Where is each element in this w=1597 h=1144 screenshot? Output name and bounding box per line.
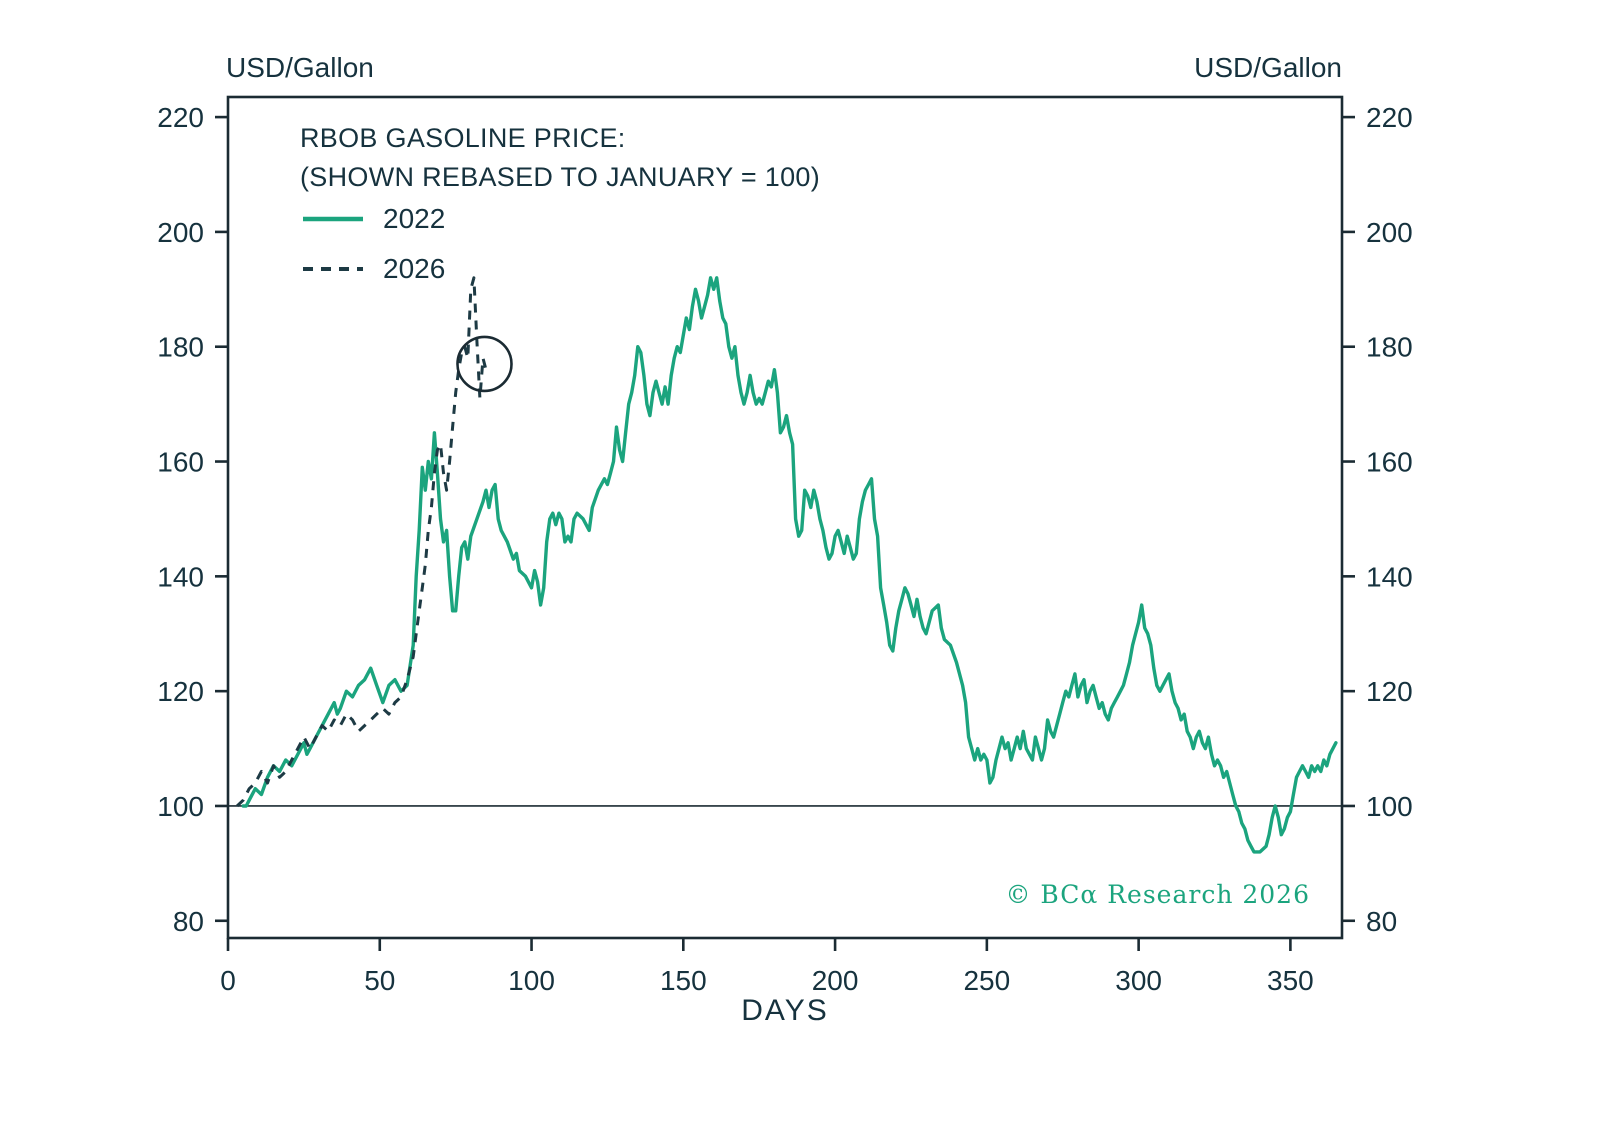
legend-line-dashed-icon	[303, 267, 363, 271]
y-tick-label-right: 100	[1366, 791, 1413, 822]
x-tick-label: 0	[220, 965, 236, 996]
y-tick-label-right: 160	[1366, 447, 1413, 478]
y-tick-label-left: 80	[173, 906, 204, 937]
x-tick-label: 100	[508, 965, 555, 996]
legend-item-2026: 2026	[303, 248, 445, 290]
plot-frame	[226, 95, 1344, 940]
legend-label-2022: 2022	[383, 203, 446, 234]
y-tick-label-left: 140	[157, 561, 204, 592]
annotation-circle	[456, 335, 513, 393]
y-axis-title-right: USD/Gallon	[1194, 52, 1342, 83]
y-axis-title-left: USD/Gallon	[226, 52, 374, 83]
chart-title-block: RBOB GASOLINE PRICE: (SHOWN REBASED TO J…	[300, 122, 820, 195]
chart-title: RBOB GASOLINE PRICE:	[300, 123, 626, 153]
series-line-2026	[236, 276, 488, 808]
y-tick-label-left: 220	[157, 102, 204, 133]
legend: 2022 2026	[303, 198, 445, 290]
copyright-text: © BCα Research 2026	[1005, 880, 1310, 909]
x-tick-label: 200	[812, 965, 859, 996]
x-tick-label: 300	[1115, 965, 1162, 996]
y-tick-label-right: 120	[1366, 676, 1413, 707]
x-tick-label: 50	[364, 965, 395, 996]
y-tick-label-left: 120	[157, 676, 204, 707]
x-tick-label: 150	[660, 965, 707, 996]
y-tick-label-left: 160	[157, 447, 204, 478]
legend-item-2022: 2022	[303, 198, 445, 240]
y-tick-label-right: 180	[1366, 332, 1413, 363]
x-tick-label: 250	[963, 965, 1010, 996]
legend-line-solid-icon	[303, 216, 363, 222]
series-line-2022	[241, 276, 1338, 854]
chart-subtitle: (SHOWN REBASED TO JANUARY = 100)	[300, 161, 821, 192]
y-tick-label-right: 140	[1366, 561, 1413, 592]
y-tick-label-left: 100	[157, 791, 204, 822]
y-tick-label-right: 200	[1366, 217, 1413, 248]
y-tick-label-right: 220	[1366, 102, 1413, 133]
y-tick-label-left: 180	[157, 332, 204, 363]
y-tick-label-left: 200	[157, 217, 204, 248]
y-tick-label-right: 80	[1366, 906, 1397, 937]
x-tick-label: 350	[1267, 965, 1314, 996]
legend-label-2026: 2026	[383, 253, 446, 284]
x-axis-title: DAYS	[741, 994, 829, 1027]
